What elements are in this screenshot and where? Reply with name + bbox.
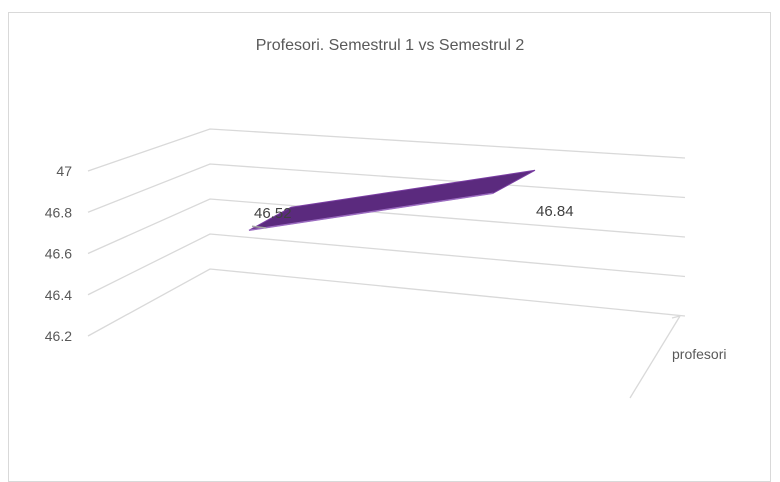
depth-axis-tick	[671, 315, 681, 319]
data-label-point-2: 46.84	[536, 203, 574, 220]
y-tick-label: 47	[56, 163, 72, 179]
chart-area	[8, 12, 771, 482]
gridline	[87, 163, 686, 213]
y-tick-label: 46.8	[45, 204, 72, 220]
gridline	[87, 128, 686, 172]
series-ribbon	[248, 169, 536, 232]
gridline	[87, 268, 686, 337]
y-tick-label: 46.2	[45, 328, 72, 344]
gridline	[87, 233, 686, 296]
series-axis-label: profesori	[672, 346, 726, 362]
data-labels: 46.52 46.84	[251, 203, 574, 229]
y-tick-label: 46.6	[45, 246, 72, 262]
y-axis-tick-labels: 46.2 46.4 46.6 46.8 47	[45, 163, 72, 344]
series-ribbon-edge	[248, 192, 494, 232]
depth-axis-line	[629, 315, 681, 399]
data-label-leader	[251, 225, 267, 229]
y-tick-label: 46.4	[45, 287, 72, 303]
gridline	[87, 198, 686, 255]
data-label-point-1: 46.52	[254, 205, 292, 222]
chart-title: Profesori. Semestrul 1 vs Semestrul 2	[256, 37, 525, 54]
depth-axis: profesori	[629, 315, 726, 399]
gridlines	[87, 128, 686, 337]
